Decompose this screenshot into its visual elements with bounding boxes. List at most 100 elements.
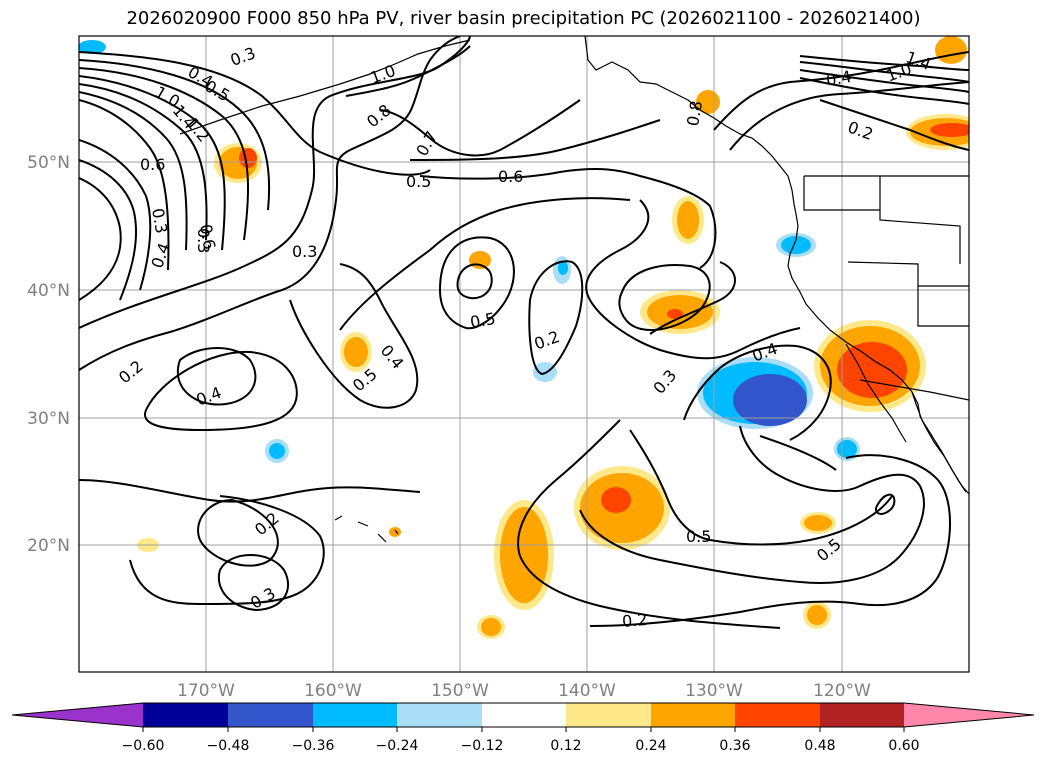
pv-contour — [759, 435, 837, 471]
contour-label: 0.3 — [247, 583, 279, 612]
pv-contour — [629, 429, 893, 546]
pv-contour — [585, 199, 801, 360]
precip-patch — [837, 440, 857, 458]
contour-label: 0.4 — [147, 240, 174, 270]
hawaii-islands — [334, 515, 399, 543]
pv-contour — [713, 51, 969, 131]
precip-patch — [781, 236, 811, 254]
contour-label: 0.4 — [194, 383, 224, 410]
north-america-coast — [584, 36, 969, 495]
precip-patch — [500, 507, 548, 603]
contour-label: 0.3 — [194, 228, 213, 253]
us-state-borders — [803, 176, 969, 327]
pv-contour — [683, 344, 832, 441]
pv-contour — [649, 261, 736, 335]
colorbar-extend-low — [12, 703, 143, 727]
colorbar-tick-label: −0.36 — [292, 738, 335, 754]
lon-label: 150°W — [431, 681, 489, 701]
pv-contour — [79, 91, 188, 251]
gulf-of-california-coast — [911, 391, 967, 493]
colorbar-tick-label: 0.60 — [888, 738, 919, 754]
pv-contour — [143, 350, 298, 432]
contour-label: 0.3 — [649, 366, 680, 398]
map-title: 2026020900 F000 850 hPa PV, river basin … — [126, 8, 921, 29]
contour-label: 0.2 — [251, 508, 283, 539]
precip-patch — [389, 527, 401, 537]
precip-patch — [837, 342, 907, 398]
contour-label: 0.2 — [845, 117, 875, 144]
colorbar-tick-label: −0.12 — [461, 738, 504, 754]
precip-patch — [733, 374, 807, 426]
pv-contour — [79, 99, 170, 271]
contour-label: 0.5 — [469, 309, 497, 332]
precip-patch — [533, 362, 557, 382]
colorbar-tick-label: 0.12 — [550, 738, 581, 754]
colorbar-tick-label: −0.24 — [376, 738, 419, 754]
precip-patch — [804, 515, 832, 531]
contour-label: 0.3 — [292, 242, 317, 261]
map-frame — [78, 35, 970, 673]
pv-contour — [339, 197, 631, 331]
pv-contour — [177, 347, 257, 406]
pv-contour — [409, 119, 661, 161]
contour-label: 0.7 — [412, 128, 441, 160]
contour-label: 0.8 — [363, 100, 395, 131]
pv-contour — [129, 495, 325, 606]
colorbar-bin — [397, 703, 482, 727]
negative-patches — [79, 40, 860, 463]
precip-patch — [239, 148, 257, 168]
colorbar-tick-label: 0.36 — [719, 738, 750, 754]
pv-contour — [79, 139, 152, 291]
pv-contour — [79, 75, 226, 251]
pv-contour — [589, 454, 951, 627]
precip-patch — [344, 337, 368, 367]
precip-patch — [807, 605, 827, 625]
colorbar-bin — [482, 703, 566, 727]
pv-contour — [79, 51, 431, 176]
pv-contour — [799, 55, 969, 71]
pv-contour — [799, 77, 969, 105]
contour-label: 0.6 — [498, 167, 523, 186]
precip-patch — [79, 40, 106, 54]
contour-label: 0.4 — [825, 67, 853, 90]
colorbar-tick-label: −0.48 — [207, 738, 250, 754]
colorbar-tick-label: 0.48 — [804, 738, 835, 754]
contour-label: 0.6 — [196, 223, 219, 251]
colorbar-bin — [228, 703, 313, 727]
colorbar-extend-high — [904, 703, 1034, 727]
pv-contour — [79, 479, 421, 503]
baja-california-coast — [845, 343, 907, 443]
contour-label: 0.4 — [377, 341, 408, 373]
lat-label: 40°N — [27, 281, 70, 301]
pv-contour — [799, 61, 969, 83]
precip-patch — [677, 201, 699, 239]
contour-label: 0.5 — [686, 527, 711, 546]
pv-contour — [197, 498, 279, 567]
contour-label: 0.6 — [140, 155, 165, 174]
pv-contour — [379, 99, 581, 157]
contour-label: 0.5 — [406, 172, 431, 191]
precip-patch — [667, 309, 683, 319]
precip-patch — [930, 123, 969, 137]
contour-label: 0.2 — [532, 327, 562, 354]
colorbar-bin — [313, 703, 397, 727]
colorbar: −0.60 −0.48 −0.36 −0.24 −0.12 0.12 0.24 … — [11, 702, 1035, 754]
lat-label: 20°N — [27, 536, 70, 556]
colorbar-bin — [820, 703, 904, 727]
colorbar-bin — [143, 703, 228, 727]
coastlines — [179, 36, 969, 543]
pv-contour — [456, 263, 493, 300]
colorbar-bin — [651, 703, 735, 727]
lat-labels: 50°N 40°N 30°N 20°N — [27, 153, 70, 556]
pv-contour — [528, 260, 584, 376]
lon-label: 120°W — [813, 681, 871, 701]
lon-label: 130°W — [685, 681, 743, 701]
pv-contour — [345, 45, 471, 97]
pv-contour — [217, 554, 290, 612]
precip-patch — [269, 443, 285, 459]
us-mexico-border — [859, 379, 969, 401]
lon-label: 140°W — [558, 681, 616, 701]
lon-labels: 170°W 160°W 150°W 140°W 130°W 120°W — [177, 681, 871, 701]
pv-contour — [874, 493, 896, 516]
colorbar-bin — [566, 703, 651, 727]
